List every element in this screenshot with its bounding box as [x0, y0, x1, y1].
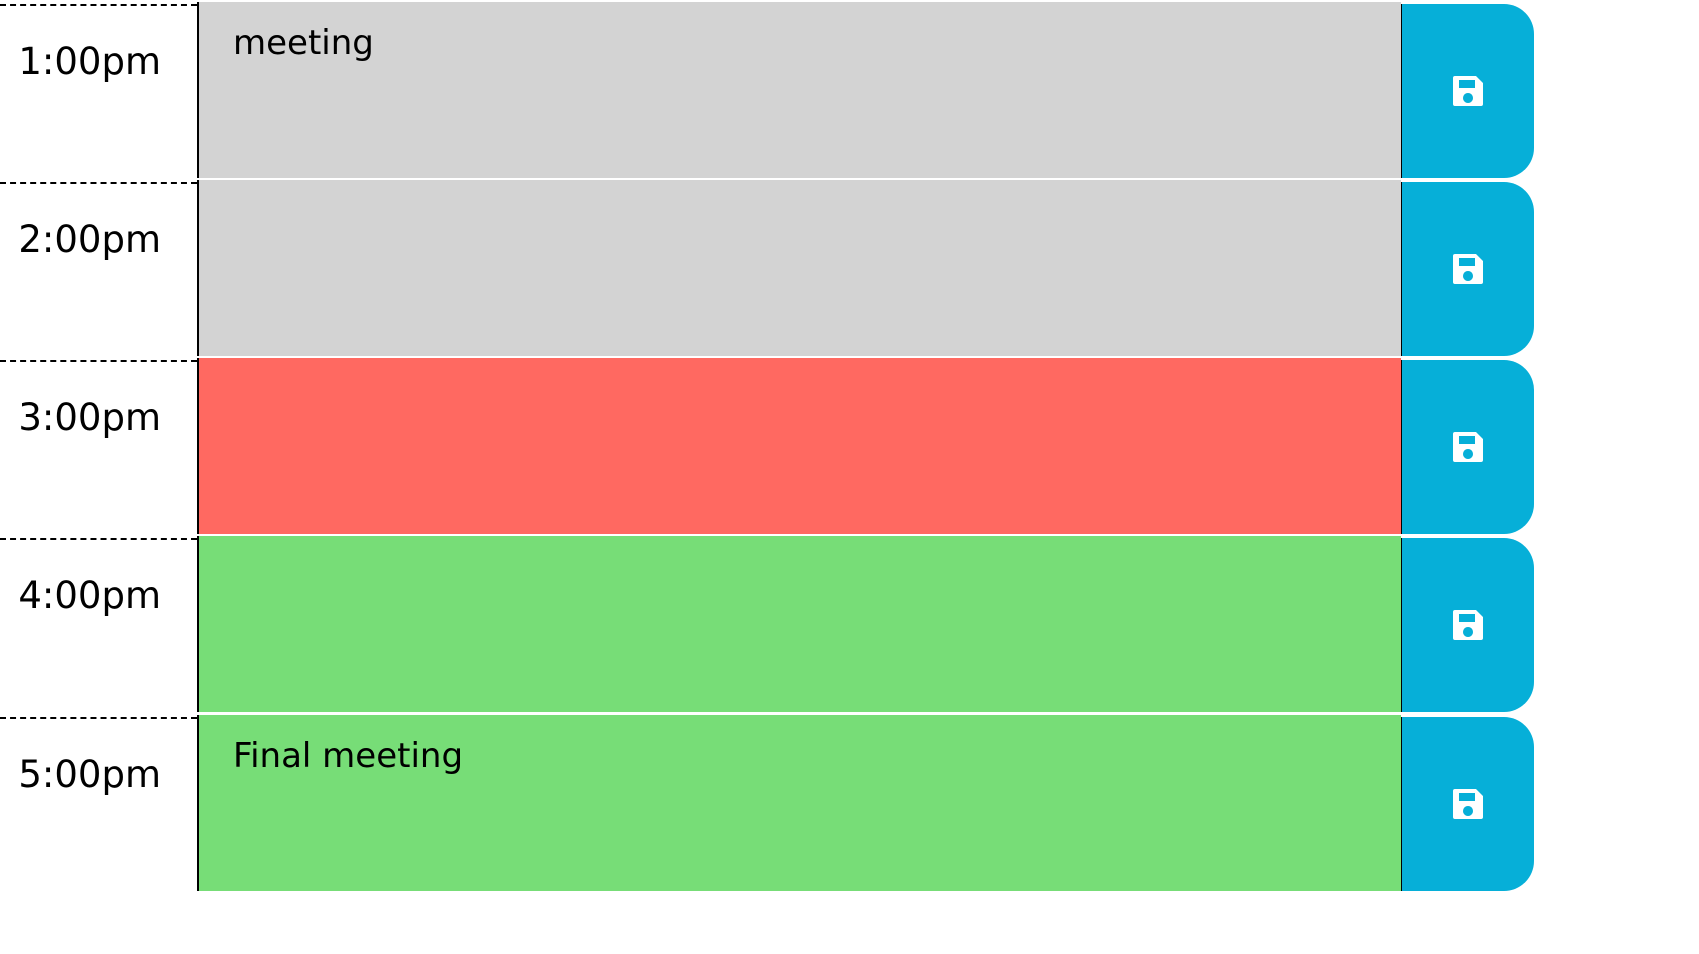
floppy-disk-icon	[1451, 252, 1485, 286]
hour-label: 3:00pm	[18, 396, 161, 439]
floppy-disk-icon	[1451, 430, 1485, 464]
hour-label: 4:00pm	[18, 574, 161, 617]
floppy-disk-icon	[1451, 608, 1485, 642]
time-block-4pm: 4:00pm	[0, 534, 1699, 712]
hour-cell: 5:00pm	[0, 717, 197, 891]
hour-cell: 3:00pm	[0, 360, 197, 534]
event-description-input[interactable]	[197, 180, 1401, 356]
event-description-input[interactable]: meeting	[197, 2, 1401, 178]
save-button[interactable]	[1401, 182, 1534, 356]
event-description-input[interactable]	[197, 358, 1401, 534]
time-block-1pm: 1:00pm meeting	[0, 0, 1699, 178]
time-block-3pm: 3:00pm	[0, 356, 1699, 534]
event-description-input[interactable]: Final meeting	[197, 715, 1401, 891]
hour-label: 2:00pm	[18, 218, 161, 261]
hour-label: 1:00pm	[18, 40, 161, 83]
hour-cell: 1:00pm	[0, 4, 197, 178]
time-block-5pm: 5:00pm Final meeting	[0, 713, 1699, 891]
floppy-disk-icon	[1451, 74, 1485, 108]
save-button[interactable]	[1401, 360, 1534, 534]
save-button[interactable]	[1401, 4, 1534, 178]
hour-cell: 4:00pm	[0, 538, 197, 712]
save-button[interactable]	[1401, 538, 1534, 712]
floppy-disk-icon	[1451, 787, 1485, 821]
hour-cell: 2:00pm	[0, 182, 197, 356]
hour-label: 5:00pm	[18, 753, 161, 796]
save-button[interactable]	[1401, 717, 1534, 891]
event-description-input[interactable]	[197, 536, 1401, 712]
time-block-2pm: 2:00pm	[0, 178, 1699, 356]
